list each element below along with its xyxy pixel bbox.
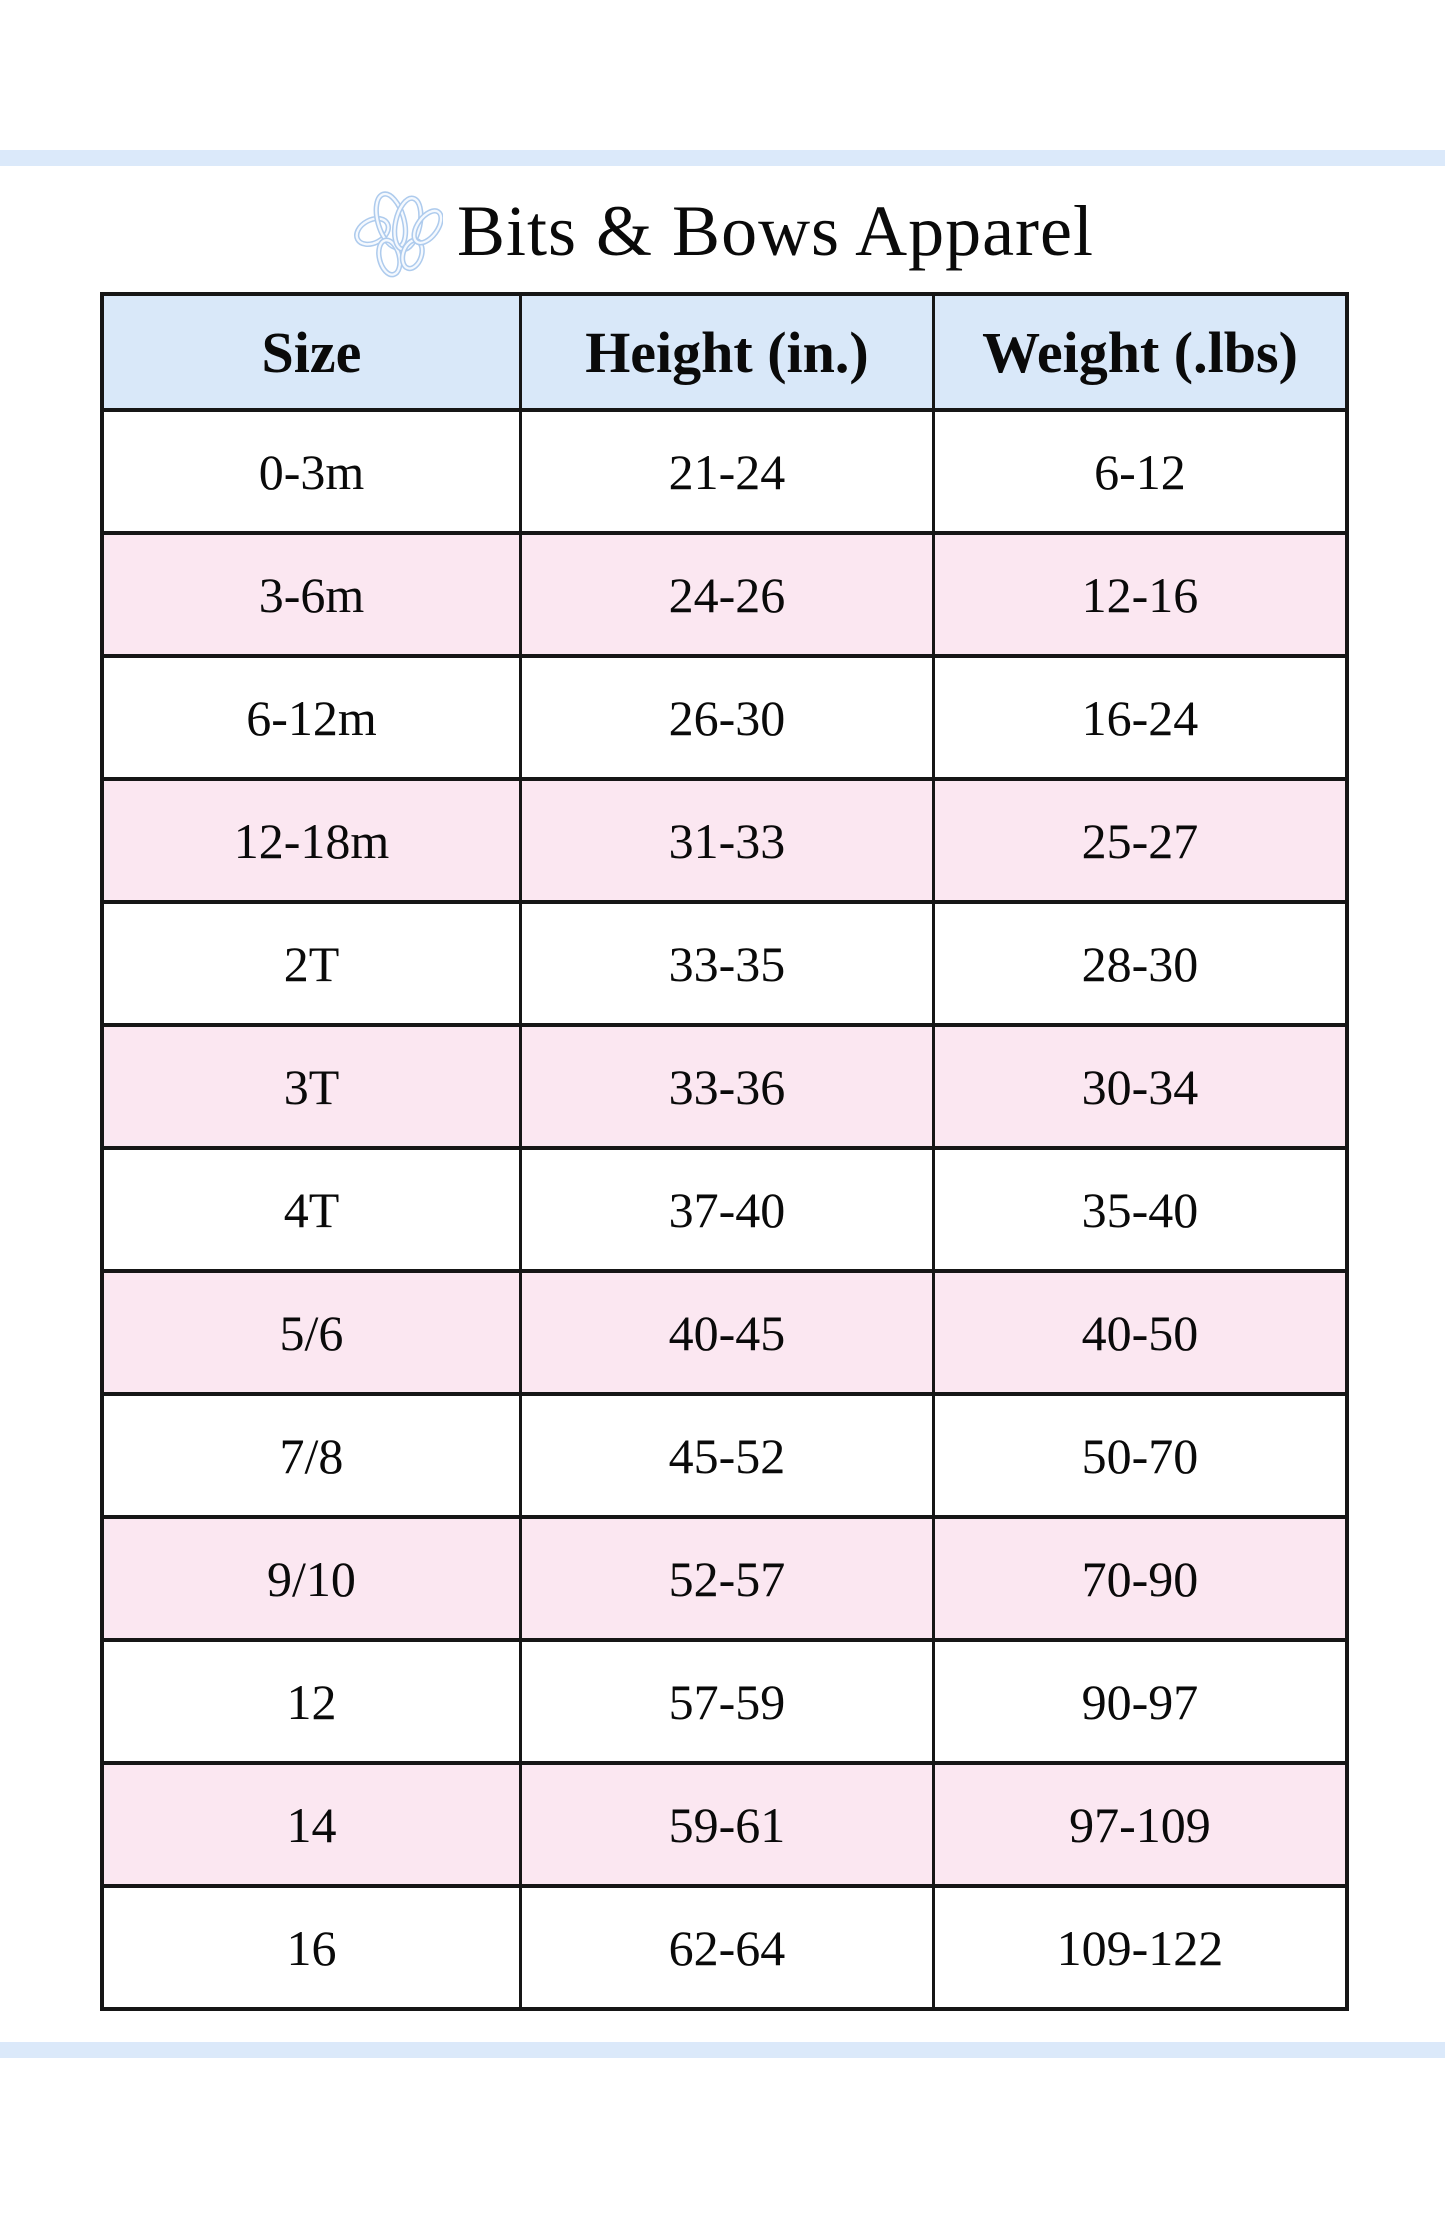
column-header-height: Height (in.) bbox=[518, 292, 935, 412]
table-row: 12-18m 31-33 25-27 bbox=[100, 777, 1349, 904]
weight-cell: 12-16 bbox=[931, 531, 1349, 658]
size-cell: 2T bbox=[100, 900, 522, 1027]
table-row: 3T 33-36 30-34 bbox=[100, 1023, 1349, 1150]
height-cell: 52-57 bbox=[518, 1515, 935, 1642]
size-cell: 9/10 bbox=[100, 1515, 522, 1642]
weight-cell: 30-34 bbox=[931, 1023, 1349, 1150]
interlocking-bows-monogram-icon bbox=[351, 184, 443, 285]
size-chart-table: Size Height (in.) Weight (.lbs) 0-3m 21-2… bbox=[100, 292, 1349, 2011]
size-chart-body: 0-3m 21-24 6-12 3-6m 24-26 12-16 6-12m 26-30 16-… bbox=[100, 408, 1349, 2011]
size-cell: 16 bbox=[100, 1884, 522, 2011]
height-cell: 37-40 bbox=[518, 1146, 935, 1273]
size-cell: 5/6 bbox=[100, 1269, 522, 1396]
size-cell: 12-18m bbox=[100, 777, 522, 904]
height-cell: 26-30 bbox=[518, 654, 935, 781]
size-cell: 14 bbox=[100, 1761, 522, 1888]
height-cell: 33-35 bbox=[518, 900, 935, 1027]
page-header: Bits & Bows Apparel bbox=[0, 172, 1445, 290]
weight-cell: 35-40 bbox=[931, 1146, 1349, 1273]
weight-cell: 6-12 bbox=[931, 408, 1349, 535]
weight-cell: 50-70 bbox=[931, 1392, 1349, 1519]
height-cell: 21-24 bbox=[518, 408, 935, 535]
page-title: Bits & Bows Apparel bbox=[456, 190, 1094, 271]
size-cell: 12 bbox=[100, 1638, 522, 1765]
table-row: 5/6 40-45 40-50 bbox=[100, 1269, 1349, 1396]
top-decorative-band bbox=[0, 150, 1445, 166]
weight-cell: 40-50 bbox=[931, 1269, 1349, 1396]
size-cell: 0-3m bbox=[100, 408, 522, 535]
weight-cell: 109-122 bbox=[931, 1884, 1349, 2011]
column-header-size: Size bbox=[100, 292, 522, 412]
weight-cell: 97-109 bbox=[931, 1761, 1349, 1888]
height-cell: 59-61 bbox=[518, 1761, 935, 1888]
weight-cell: 28-30 bbox=[931, 900, 1349, 1027]
height-cell: 62-64 bbox=[518, 1884, 935, 2011]
bottom-decorative-band bbox=[0, 2042, 1445, 2058]
table-row: 7/8 45-52 50-70 bbox=[100, 1392, 1349, 1519]
size-cell: 7/8 bbox=[100, 1392, 522, 1519]
height-cell: 31-33 bbox=[518, 777, 935, 904]
height-cell: 33-36 bbox=[518, 1023, 935, 1150]
height-cell: 40-45 bbox=[518, 1269, 935, 1396]
table-row: 2T 33-35 28-30 bbox=[100, 900, 1349, 1027]
size-cell: 4T bbox=[100, 1146, 522, 1273]
weight-cell: 70-90 bbox=[931, 1515, 1349, 1642]
column-header-weight: Weight (.lbs) bbox=[931, 292, 1349, 412]
weight-cell: 25-27 bbox=[931, 777, 1349, 904]
table-row: 9/10 52-57 70-90 bbox=[100, 1515, 1349, 1642]
table-row: 16 62-64 109-122 bbox=[100, 1884, 1349, 2011]
table-row: 12 57-59 90-97 bbox=[100, 1638, 1349, 1765]
height-cell: 45-52 bbox=[518, 1392, 935, 1519]
size-cell: 3-6m bbox=[100, 531, 522, 658]
size-cell: 3T bbox=[100, 1023, 522, 1150]
weight-cell: 16-24 bbox=[931, 654, 1349, 781]
height-cell: 24-26 bbox=[518, 531, 935, 658]
weight-cell: 90-97 bbox=[931, 1638, 1349, 1765]
table-row: 4T 37-40 35-40 bbox=[100, 1146, 1349, 1273]
table-row: 3-6m 24-26 12-16 bbox=[100, 531, 1349, 658]
height-cell: 57-59 bbox=[518, 1638, 935, 1765]
size-cell: 6-12m bbox=[100, 654, 522, 781]
table-row: 14 59-61 97-109 bbox=[100, 1761, 1349, 1888]
table-header-row: Size Height (in.) Weight (.lbs) bbox=[100, 292, 1349, 412]
table-row: 6-12m 26-30 16-24 bbox=[100, 654, 1349, 781]
table-row: 0-3m 21-24 6-12 bbox=[100, 408, 1349, 535]
